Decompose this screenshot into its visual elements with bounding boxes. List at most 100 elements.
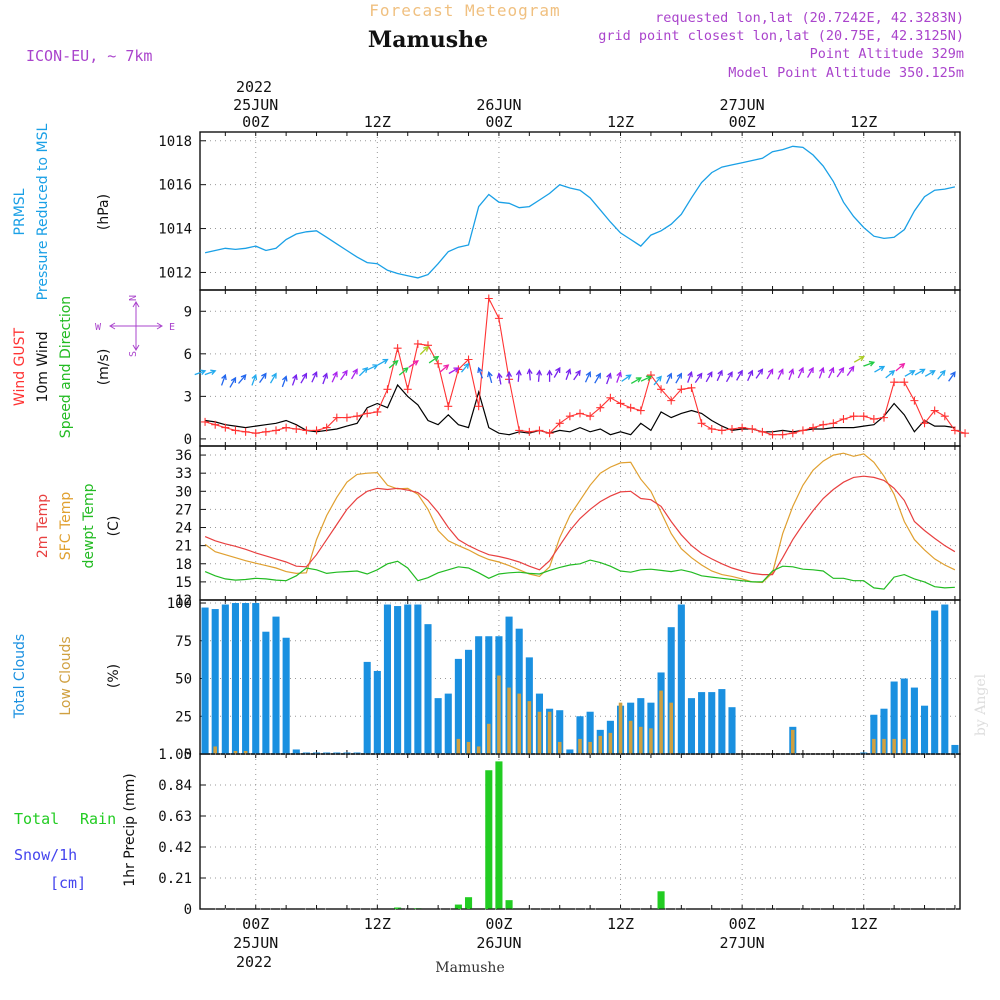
wind-arrow	[755, 368, 764, 379]
wind-arrow	[675, 372, 683, 384]
top-time-axis: 00Z 12Z 00Z 12Z 00Z 12Z 25JUN 26JUN 27JUN	[233, 96, 877, 131]
wind-10m-label: 10m Wind	[35, 331, 51, 402]
gust-marker	[900, 378, 909, 387]
gust-marker	[940, 412, 949, 421]
low-cloud-bar	[557, 741, 562, 754]
pressure-line	[204, 145, 956, 279]
temp-ytick-label: 21	[175, 539, 192, 555]
wind-arrow	[259, 372, 267, 384]
snow-unit: [cm]	[50, 874, 86, 892]
total-cloud-bar	[242, 603, 250, 754]
gust-marker	[839, 415, 848, 424]
wind-arrow	[863, 360, 876, 367]
low-cloud-bar	[517, 693, 521, 754]
wind-arrow	[340, 369, 348, 381]
wind-arrow	[322, 372, 329, 385]
total-cloud-bar	[201, 607, 209, 754]
wind-arrow	[828, 366, 835, 379]
gust-marker	[565, 412, 574, 421]
total-cloud-bar	[302, 752, 310, 754]
wind-speed-dir-label: Speed and Direction	[58, 296, 74, 438]
wind-arrow	[705, 371, 713, 383]
gust-marker	[272, 426, 280, 435]
wind-arrow	[351, 368, 358, 380]
total-cloud-bar	[262, 631, 270, 754]
gust-marker	[758, 427, 767, 436]
precip-bar	[394, 907, 402, 909]
bottom-hour-label: 00Z	[729, 915, 756, 933]
wind-arrow	[621, 374, 632, 382]
total-cloud-bar	[556, 710, 564, 754]
total-cloud-bar	[637, 698, 645, 754]
wind-arrow	[428, 355, 440, 364]
low-cloud-bar	[872, 738, 876, 754]
gust-marker	[707, 424, 716, 433]
total-cloud-bar	[677, 604, 685, 754]
pressure-ytick-label: 1016	[158, 178, 192, 194]
precip-bar	[454, 904, 462, 909]
total-cloud-bar	[424, 624, 432, 754]
gust-marker	[636, 406, 645, 415]
gust-marker	[768, 430, 777, 439]
gust-marker	[880, 413, 888, 422]
bottom-date-label: 26JUN	[476, 934, 521, 952]
gust-marker	[849, 412, 858, 421]
gust-marker	[322, 423, 331, 432]
gust-marker	[261, 427, 270, 436]
gust-marker	[444, 402, 453, 411]
gust-marker	[788, 429, 797, 438]
gust-marker	[890, 378, 899, 387]
gust-marker	[403, 385, 412, 394]
total-cloud-bar	[333, 752, 341, 754]
wind-arrow	[766, 368, 774, 380]
top-hour-label: 12Z	[364, 113, 391, 131]
gust-marker	[596, 403, 605, 412]
wind-arrow	[204, 369, 217, 376]
gust-marker	[657, 385, 666, 394]
point-altitude: Point Altitude 329m	[810, 46, 964, 62]
low-cloud-bar	[537, 711, 542, 754]
dewpt-label: dewpt Temp	[81, 483, 97, 568]
precip-panel: 0 0.21 0.42 0.63 0.84 1.05	[158, 747, 961, 918]
top-hour-label: 12Z	[850, 113, 877, 131]
total-cloud-bar	[920, 705, 929, 754]
bottom-time-axis: 00Z 12Z 00Z 12Z 00Z 12Z 25JUN 26JUN 27JUN	[233, 915, 877, 952]
wind-arrow	[229, 376, 237, 388]
gust-marker	[910, 396, 919, 405]
gust-marker	[353, 412, 362, 421]
low-cloud-bar	[902, 738, 907, 754]
total-cloud-bar	[667, 627, 675, 754]
wind-arrow	[616, 370, 622, 383]
gust-marker	[292, 424, 301, 433]
top-hour-label: 00Z	[485, 113, 512, 131]
total-cloud-bar	[718, 689, 726, 754]
bottom-hour-label: 00Z	[242, 915, 269, 933]
total-cloud-bar	[698, 692, 706, 754]
total-cloud-bar	[708, 692, 716, 754]
wind-arrow	[377, 358, 389, 366]
wind-ytick-label: 6	[184, 347, 192, 363]
gust-marker	[545, 429, 554, 438]
total-cloud-bar	[931, 610, 939, 754]
bottom-hour-label: 00Z	[485, 915, 512, 933]
model-point-altitude: Model Point Altitude 350.125m	[728, 65, 964, 81]
wind-arrow	[477, 366, 484, 379]
gust-marker	[231, 426, 240, 435]
gust-marker	[646, 371, 655, 380]
wind-arrow	[546, 369, 553, 382]
gust-marker	[829, 419, 838, 428]
gust-marker	[950, 426, 959, 435]
wind-unit: (m/s)	[96, 349, 112, 386]
wind-arrow	[251, 373, 258, 386]
wind-arrow	[836, 366, 845, 378]
precip-ytick-label: 0.42	[158, 840, 192, 856]
wind-arrow	[736, 369, 743, 381]
low-cloud-bar	[507, 687, 511, 754]
wind-arrow	[874, 365, 886, 373]
wind-arrow	[439, 364, 450, 373]
wind-ytick-label: 0	[184, 432, 192, 448]
requested-coords: requested lon,lat (20.7242E, 42.3283N)	[655, 10, 964, 26]
total-cloud-bar	[343, 752, 351, 754]
wind-arrow	[797, 366, 804, 379]
precip-bar	[495, 761, 503, 909]
